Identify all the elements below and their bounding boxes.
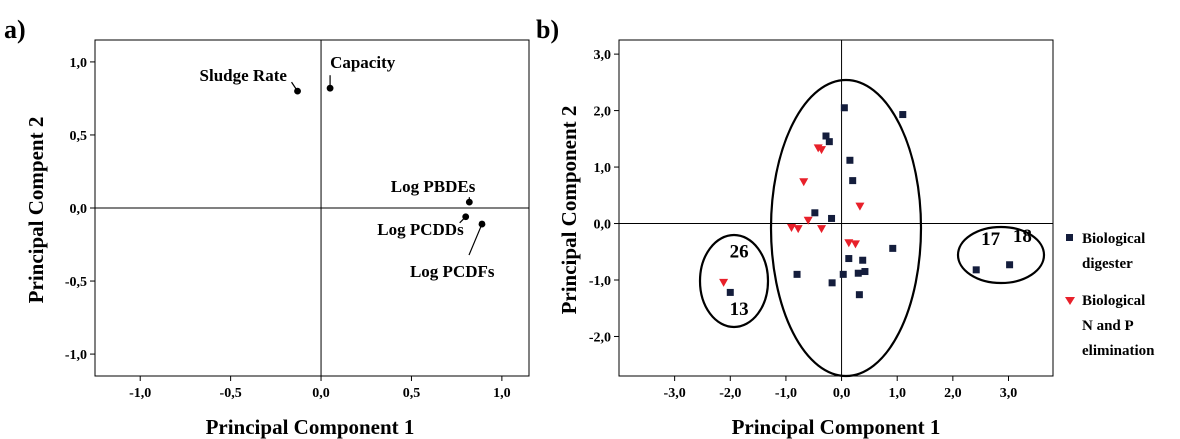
chart-b-frame	[618, 39, 1054, 377]
chart-b: -3,0 -2,0 -1,0 0,0 1,0 2,0 3,0 -2,0 -1,0 0,0 1,0 2,…	[589, 39, 1054, 401]
chart-a-y-tick-label: 0,0	[70, 202, 88, 217]
chart-b-sample-label: 13	[730, 299, 749, 320]
chart-a-y-tick-label: -0,5	[65, 275, 87, 290]
chart-b-y-tick-label: 0,0	[594, 218, 612, 233]
chart-b-point-digester	[861, 268, 869, 276]
chart-b-point-digester	[811, 209, 819, 217]
legend-label-digester-2: digester	[1082, 256, 1133, 272]
chart-b-point-np-elimination	[817, 225, 827, 234]
chart-b-point-np-elimination	[786, 224, 796, 233]
chart-b-x-tick-label: -1,0	[775, 386, 797, 401]
chart-b-legend: Biological digester Biological N and P e…	[1065, 231, 1155, 359]
legend-marker-square	[1066, 234, 1073, 241]
chart-b-x-tick-label: -3,0	[664, 386, 686, 401]
chart-b-point-np-elimination	[850, 240, 860, 249]
chart-b-point-np-elimination	[793, 225, 803, 234]
group-ellipse-left	[698, 233, 770, 329]
chart-b-y-tick-label: 1,0	[594, 161, 612, 176]
chart-a-point	[294, 87, 301, 95]
chart-b-x-axis-title: Principal Component 1	[732, 415, 941, 439]
chart-a-x-axis-title: Principal Component 1	[206, 415, 415, 439]
legend-marker-triangle	[1065, 297, 1075, 305]
chart-b-point-digester	[1006, 261, 1014, 269]
chart-a-point	[478, 220, 486, 228]
chart-b-point-digester	[845, 255, 853, 263]
chart-b-y-tick-label: 2,0	[594, 105, 612, 120]
chart-a-point-label: Log PBDEs	[391, 177, 476, 196]
chart-b-point-digester	[825, 138, 833, 146]
chart-b-x-tick-label: 3,0	[1000, 386, 1018, 401]
chart-a-x-tick-label: 0,0	[312, 386, 330, 401]
chart-b-y-tick-label: -2,0	[589, 330, 611, 345]
chart-b-point-digester	[726, 288, 734, 296]
chart-a-x-tick-label: -0,5	[220, 386, 242, 401]
chart-b-sample-label: 18	[1013, 226, 1032, 247]
chart-b-y-tick-label: 3,0	[594, 48, 612, 63]
chart-a: -1,0 -0,5 0,0 0,5 1,0 -1,0 -0,5 0,0 0,5 1,0 Sludge…	[65, 39, 530, 401]
chart-b-point-np-elimination	[719, 278, 729, 287]
legend-label-digester-1: Biological	[1082, 231, 1145, 247]
chart-b-sample-label: 26	[730, 241, 749, 262]
chart-b-point-digester	[972, 266, 980, 274]
group-ellipse-center	[769, 78, 923, 378]
chart-a-point	[462, 213, 470, 221]
chart-a-x-tick-label: 1,0	[493, 386, 511, 401]
panel-a-label: a)	[4, 15, 26, 44]
chart-b-x-tick-label: -2,0	[719, 386, 741, 401]
chart-b-point-np-elimination	[844, 239, 854, 248]
chart-b-point-digester	[859, 256, 867, 264]
chart-b-point-digester	[828, 214, 836, 222]
panel-b-label: b)	[536, 15, 559, 44]
chart-b-point-digester	[793, 270, 801, 278]
chart-a-x-tick-label: 0,5	[403, 386, 421, 401]
chart-a-y-tick-label: -1,0	[65, 348, 87, 363]
chart-b-point-digester	[828, 279, 836, 287]
chart-b-point-np-elimination	[817, 146, 827, 155]
chart-a-point	[326, 84, 334, 92]
chart-b-point-digester	[854, 269, 862, 277]
legend-label-np-1: Biological	[1082, 293, 1145, 309]
chart-b-x-tick-label: 2,0	[944, 386, 962, 401]
chart-a-y-tick-label: 1,0	[70, 56, 88, 71]
chart-b-point-digester	[846, 156, 854, 164]
chart-a-point	[465, 198, 473, 206]
chart-b-point-np-elimination	[855, 202, 865, 211]
chart-b-point-digester	[899, 111, 907, 119]
chart-b-x-tick-label: 0,0	[833, 386, 851, 401]
chart-a-point-label: Capacity	[330, 53, 396, 72]
chart-b-group-ellipses	[698, 78, 1046, 378]
chart-b-sample-label: 17	[981, 229, 1001, 250]
chart-a-y-axis-title: Principal Compent 2	[24, 117, 48, 304]
chart-b-point-digester	[840, 104, 848, 112]
chart-b-x-tick-label: 1,0	[888, 386, 906, 401]
chart-b-point-digester	[855, 291, 863, 299]
chart-a-x-tick-label: -1,0	[129, 386, 151, 401]
chart-a-point-label: Log PCDFs	[410, 262, 495, 281]
chart-b-point-np-elimination	[799, 178, 809, 187]
legend-label-np-3: elimination	[1082, 343, 1155, 359]
chart-b-y-axis-title: Principal Component 2	[557, 106, 581, 315]
legend-label-np-2: N and P	[1082, 318, 1134, 334]
chart-b-y-tick-label: -1,0	[589, 274, 611, 289]
chart-b-point-digester	[849, 177, 857, 185]
chart-b-point-digester	[822, 132, 830, 140]
chart-a-point-label: Sludge Rate	[200, 66, 288, 85]
chart-b-point-np-elimination	[803, 216, 813, 225]
chart-a-point-leader	[468, 223, 483, 256]
group-ellipse-right	[956, 225, 1046, 285]
chart-a-y-tick-label: 0,5	[70, 129, 88, 144]
chart-b-point-digester	[839, 270, 847, 278]
chart-a-point-label: Log PCDDs	[377, 220, 464, 239]
chart-b-point-digester	[889, 244, 897, 252]
